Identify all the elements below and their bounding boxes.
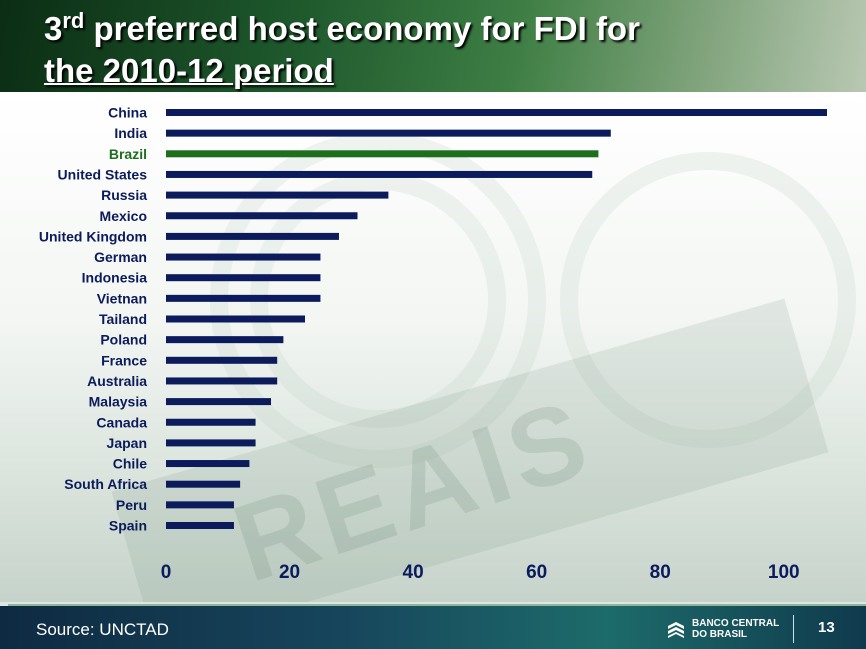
bar-malaysia: [166, 398, 272, 406]
bar-australia: [166, 377, 278, 385]
footer-separator: [793, 615, 794, 643]
bar-vietnan: [166, 294, 321, 302]
x-tick-label: 100: [768, 562, 800, 583]
category-label-france: France: [101, 352, 147, 368]
bar-spain: [166, 522, 234, 529]
fdi-bar-chart: China India Brazil United States Russia Mexic…: [39, 105, 827, 583]
bar-russia: [166, 191, 389, 199]
bar-mexico: [166, 212, 358, 220]
bar-indonesia: [166, 274, 321, 282]
category-label-malaysia: Malaysia: [89, 394, 148, 410]
bar-united-states: [166, 170, 593, 178]
category-label-south-africa: South Africa: [64, 476, 147, 492]
banco-central-logo: BANCO CENTRAL DO BRASIL: [666, 617, 786, 643]
x-tick-label: 40: [403, 562, 424, 583]
bar-japan: [166, 439, 256, 447]
title-line-2: the 2010-12 period: [44, 52, 334, 89]
bar-canada: [166, 418, 256, 426]
footer-bar: [0, 606, 866, 649]
bar-tailand: [166, 315, 305, 323]
category-label-australia: Australia: [87, 373, 147, 389]
category-label-united-kingdom: United Kingdom: [39, 228, 147, 244]
category-label-chile: Chile: [113, 456, 147, 472]
category-label-german: German: [94, 249, 147, 265]
category-label-vietnan: Vietnan: [97, 290, 147, 306]
category-label-spain: Spain: [109, 518, 147, 534]
footer-divider-line: [8, 604, 866, 606]
x-tick-label: 0: [161, 562, 172, 583]
bar-united-kingdom: [166, 232, 339, 240]
page-number: 13: [818, 619, 835, 636]
bar-brazil: [166, 150, 599, 158]
x-tick-label: 60: [526, 562, 547, 583]
bar-peru: [166, 501, 234, 509]
bar-german: [166, 253, 321, 261]
category-label-poland: Poland: [100, 332, 147, 348]
category-label-peru: Peru: [116, 497, 147, 513]
category-label-brazil: Brazil: [109, 146, 147, 162]
bar-poland: [166, 336, 284, 344]
source-note: Source: UNCTAD: [36, 620, 169, 639]
bar-india: [166, 129, 611, 137]
x-tick-label: 20: [279, 562, 300, 583]
title-superscript: rd: [62, 8, 85, 33]
category-label-russia: Russia: [101, 187, 147, 203]
bank-logo-icon: [668, 622, 684, 638]
header-banner: [0, 0, 866, 92]
category-label-japan: Japan: [107, 435, 147, 451]
category-label-united-states: United States: [58, 166, 148, 182]
category-label-indonesia: Indonesia: [82, 270, 148, 286]
bar-chile: [166, 460, 250, 468]
category-label-canada: Canada: [96, 414, 147, 430]
category-label-india: India: [114, 125, 147, 141]
logo-text: BANCO CENTRAL DO BRASIL: [692, 618, 780, 640]
bar-china: [166, 109, 827, 116]
category-label-china: China: [108, 105, 147, 121]
bar-france: [166, 356, 278, 364]
bar-south-africa: [166, 480, 241, 488]
category-label-mexico: Mexico: [100, 208, 147, 224]
page-title: 3rd preferred host economy for FDI for th…: [44, 8, 640, 90]
category-label-tailand: Tailand: [99, 311, 147, 327]
x-tick-label: 80: [650, 562, 671, 583]
